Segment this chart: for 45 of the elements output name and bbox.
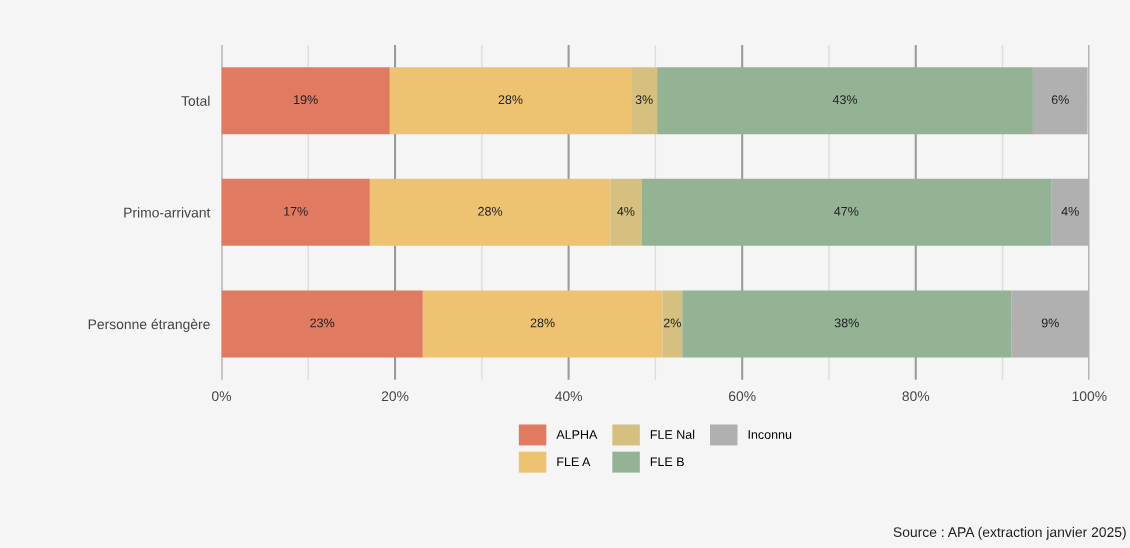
legend-label: FLE B bbox=[650, 457, 684, 467]
data-label: 3% bbox=[635, 95, 653, 105]
data-label: 47% bbox=[834, 206, 859, 216]
data-label: 43% bbox=[832, 95, 858, 105]
y-tick-label: Personne étrangère bbox=[88, 318, 210, 332]
data-label: 28% bbox=[498, 95, 523, 105]
data-label: 28% bbox=[530, 318, 555, 328]
data-label: 17% bbox=[284, 206, 308, 216]
legend-label: FLE Nal bbox=[650, 429, 695, 439]
bar bbox=[389, 67, 632, 135]
legend-label: ALPHA bbox=[556, 430, 598, 439]
data-label: 9% bbox=[1041, 318, 1059, 328]
y-tick-label: Primo-arrivant bbox=[124, 207, 211, 218]
bar bbox=[631, 67, 658, 135]
y-tick-label: Total bbox=[181, 95, 210, 106]
data-label: 38% bbox=[834, 318, 859, 328]
data-label: 4% bbox=[1061, 206, 1079, 216]
source-note: Source : APA (extraction janvier 2025) bbox=[893, 526, 1126, 540]
x-tick-label: 60% bbox=[728, 391, 756, 402]
data-label: 23% bbox=[310, 318, 335, 328]
bar bbox=[1011, 290, 1090, 358]
x-tick-label: 80% bbox=[902, 391, 930, 402]
data-label: 4% bbox=[617, 206, 635, 216]
bar bbox=[641, 178, 1052, 246]
bar bbox=[682, 290, 1012, 358]
x-tick-label: 100% bbox=[1072, 391, 1107, 402]
x-tick-label: 0% bbox=[211, 391, 232, 402]
bar bbox=[221, 290, 423, 358]
bar bbox=[610, 178, 642, 246]
bar bbox=[221, 178, 370, 246]
data-label: 19% bbox=[294, 95, 318, 105]
x-tick-label: 40% bbox=[555, 391, 583, 402]
bar bbox=[422, 290, 663, 358]
x-tick-label: 20% bbox=[381, 391, 409, 402]
bar bbox=[657, 67, 1033, 135]
legend-label: Inconnu bbox=[748, 430, 792, 439]
bar bbox=[221, 67, 390, 135]
bar bbox=[1032, 67, 1088, 135]
bar bbox=[369, 178, 611, 246]
data-label: 6% bbox=[1051, 95, 1069, 105]
bar bbox=[1051, 178, 1090, 246]
data-label: 2% bbox=[663, 318, 681, 328]
legend-label: FLE A bbox=[557, 457, 591, 467]
bar bbox=[662, 290, 683, 358]
data-label: 28% bbox=[478, 206, 503, 216]
